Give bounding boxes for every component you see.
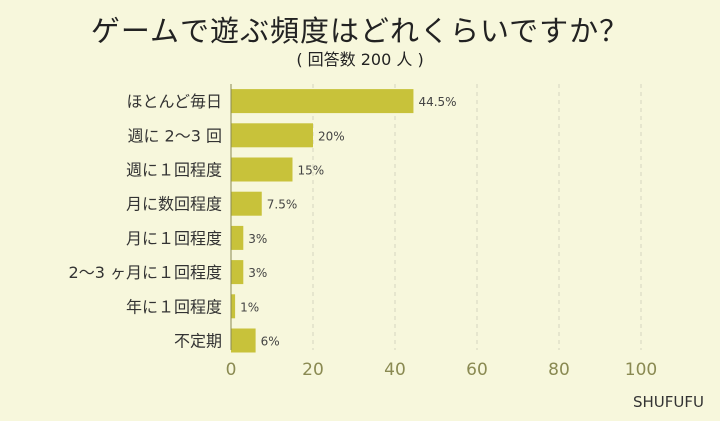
- category-label: 月に１回程度: [126, 229, 222, 248]
- x-tick-label: 80: [548, 360, 570, 380]
- bar: [231, 157, 293, 182]
- data-label: 3%: [248, 232, 267, 246]
- brand-logo-text: SHUFUFU: [633, 393, 704, 411]
- bar: [231, 123, 313, 148]
- bar: [231, 328, 256, 353]
- data-label: 15%: [298, 164, 325, 178]
- x-tick-label: 60: [466, 360, 488, 380]
- bar: [231, 191, 262, 216]
- data-label: 3%: [248, 266, 267, 280]
- category-label: 週に 2〜3 回: [127, 126, 222, 145]
- bar: [231, 225, 244, 250]
- x-tick-label: 100: [625, 360, 657, 380]
- chart-title: ゲームで遊ぶ頻度はどれくらいですか？: [90, 14, 630, 48]
- data-label: 7.5%: [267, 198, 298, 212]
- data-label: 20%: [318, 129, 345, 143]
- category-label: 年に１回程度: [126, 297, 222, 316]
- x-tick-label: 0: [226, 360, 237, 380]
- category-label: ほとんど毎日: [126, 92, 222, 111]
- category-label: 2〜3 ヶ月に１回程度: [69, 263, 222, 282]
- bar: [231, 89, 414, 114]
- data-label: 1%: [240, 300, 259, 314]
- bar: [231, 260, 244, 285]
- data-label: 6%: [261, 335, 280, 349]
- bar: [231, 294, 236, 319]
- x-tick-label: 40: [384, 360, 406, 380]
- category-label: 不定期: [174, 332, 222, 351]
- chart-subtitle: ( 回答数 200 人 ): [296, 50, 424, 69]
- category-label: 週に１回程度: [126, 161, 222, 180]
- x-tick-label: 20: [302, 360, 324, 380]
- category-label: 月に数回程度: [126, 195, 222, 214]
- data-label: 44.5%: [418, 95, 456, 109]
